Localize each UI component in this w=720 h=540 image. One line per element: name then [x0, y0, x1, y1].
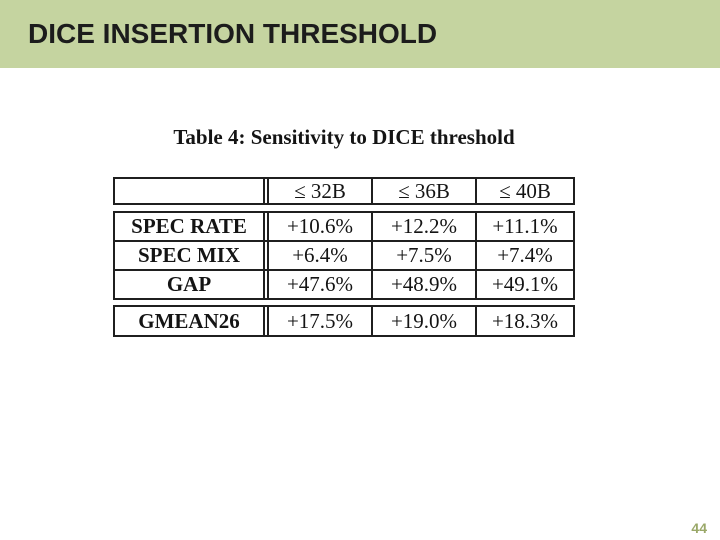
- value-cell: +19.0%: [373, 307, 477, 335]
- value-cell: +17.5%: [269, 307, 373, 335]
- table-row-spec-mix: SPEC MIX +6.4% +7.5% +7.4%: [115, 240, 573, 269]
- row-label: SPEC RATE: [115, 213, 269, 240]
- header-cell-empty: [115, 179, 269, 203]
- value-cell: +10.6%: [269, 213, 373, 240]
- value-cell: +12.2%: [373, 213, 477, 240]
- table-body-box: SPEC RATE +10.6% +12.2% +11.1% SPEC MIX …: [113, 211, 575, 300]
- slide-title: DICE INSERTION THRESHOLD: [28, 18, 438, 49]
- table-caption: Table 4: Sensitivity to DICE threshold: [173, 125, 515, 149]
- page-number: 44: [691, 520, 707, 536]
- table-row-gmean26: GMEAN26 +17.5% +19.0% +18.3%: [115, 307, 573, 335]
- table-row-spec-rate: SPEC RATE +10.6% +12.2% +11.1%: [115, 213, 573, 240]
- value-cell: +49.1%: [491, 272, 559, 296]
- row-label: GAP: [115, 271, 269, 298]
- value-cell: +11.1%: [492, 214, 558, 238]
- value-cell: +48.9%: [373, 271, 477, 298]
- value-cell: +7.5%: [373, 242, 477, 269]
- header-cell-36b: ≤ 36B: [373, 179, 477, 203]
- header-cell-40b: ≤ 40B: [499, 179, 551, 203]
- value-cell: +47.6%: [269, 271, 373, 298]
- row-label: GMEAN26: [115, 307, 269, 335]
- data-table: ≤ 32B ≤ 36B ≤ 40B SPEC RATE +10.6% +12.2…: [113, 177, 575, 337]
- value-cell: +7.4%: [497, 243, 553, 267]
- value-cell: +6.4%: [269, 242, 373, 269]
- table-row-gap: GAP +47.6% +48.9% +49.1%: [115, 269, 573, 298]
- table-header-box: ≤ 32B ≤ 36B ≤ 40B: [113, 177, 575, 205]
- header-cell-32b: ≤ 32B: [269, 179, 373, 203]
- table-header-row: ≤ 32B ≤ 36B ≤ 40B: [115, 179, 573, 203]
- header-band: DICE INSERTION THRESHOLD: [0, 0, 720, 68]
- row-label: SPEC MIX: [115, 242, 269, 269]
- table-gmean-box: GMEAN26 +17.5% +19.0% +18.3%: [113, 305, 575, 337]
- value-cell: +18.3%: [491, 308, 559, 333]
